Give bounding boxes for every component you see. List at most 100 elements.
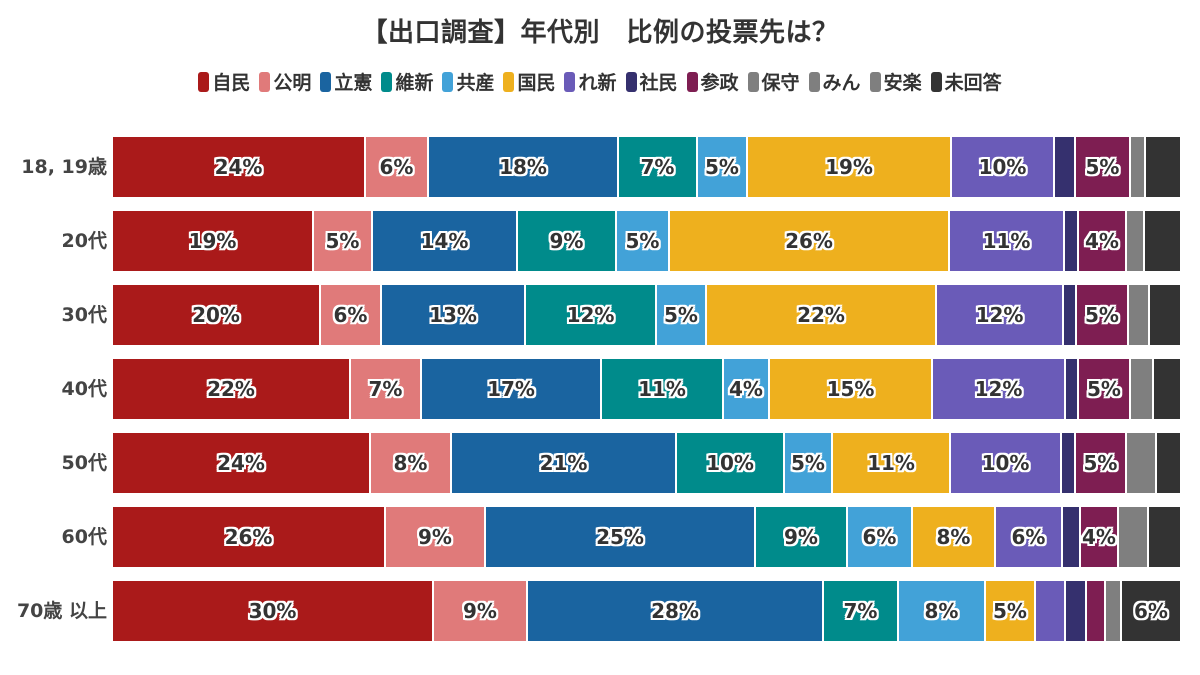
bar-row: 18, 19歳 24% 6% 18% 7% 5% 19% 10% 5% <box>0 137 1200 197</box>
bar-segment-sansei: 5% <box>1076 433 1127 493</box>
segment-value-label: 9% <box>549 229 584 253</box>
legend-swatch-icon <box>869 71 881 92</box>
row-category-label: 30代 <box>61 304 107 326</box>
bar-segment-kokumin: 11% <box>833 433 951 493</box>
bar-segment-kokumin: 15% <box>770 359 933 419</box>
bar-segment-komei: 9% <box>434 581 528 641</box>
legend-label: 保守 <box>761 72 800 94</box>
segment-value-label: 24% <box>214 155 263 179</box>
bar-segment-shamin <box>1066 581 1087 641</box>
bar-row: 50代 24% 8% 21% 10% 5% 11% 10% 5% <box>0 433 1200 493</box>
bar-row: 70歳 以上 30% 9% 28% 7% 8% 5% 6% <box>0 581 1200 641</box>
bar-segment-kyosan: 5% <box>657 285 707 345</box>
row-category-label: 40代 <box>61 378 107 400</box>
bar-segment-hoshu <box>1119 507 1149 567</box>
segment-value-label: 9% <box>784 525 818 549</box>
bar-segment-kyosan: 5% <box>617 211 670 271</box>
bar-segment-komei: 8% <box>371 433 452 493</box>
bar-segment-kyosan: 4% <box>724 359 770 419</box>
bar-row: 30代 20% 6% 13% 12% 5% 22% 12% 5% <box>0 285 1200 345</box>
bar-segment-jimin: 22% <box>113 359 351 419</box>
bar-segment-rikken: 13% <box>382 285 526 345</box>
legend-item-rikken: 立憲 <box>320 68 372 95</box>
legend-swatch-icon <box>320 71 332 92</box>
bar-segment-komei: 9% <box>386 507 486 567</box>
bar-segment-ishin: 7% <box>824 581 899 641</box>
legend-item-kyosan: 共産 <box>442 68 494 95</box>
bar-segment-jimin: 19% <box>113 211 314 271</box>
bar-segment-minna <box>1149 507 1180 567</box>
bar-segment-sansei: 4% <box>1081 507 1119 567</box>
bar-segment-shamin <box>1066 359 1079 419</box>
segment-value-label: 18% <box>499 155 547 179</box>
bar-segment-reiwa: 10% <box>951 433 1062 493</box>
legend-item-reiwa: れ新 <box>564 68 617 95</box>
bar-segment-kyosan: 8% <box>899 581 986 641</box>
legend-item-komei: 公明 <box>259 68 311 95</box>
legend-swatch-icon <box>503 71 515 92</box>
bar-row: 60代 26% 9% 25% 9% 6% 8% 6% 4% <box>0 507 1200 567</box>
bar-segment-jimin: 20% <box>113 285 321 345</box>
bar-segment-sansei: 4% <box>1079 211 1127 271</box>
stacked-bar: 20% 6% 13% 12% 5% 22% 12% 5% <box>113 285 1180 345</box>
legend-item-kokumin: 国民 <box>503 68 555 95</box>
legend-item-sansei: 参政 <box>686 68 739 95</box>
bar-segment-kokumin: 26% <box>670 211 950 271</box>
segment-value-label: 7% <box>640 155 675 179</box>
legend-swatch-icon <box>930 71 942 92</box>
bar-segment-rikken: 18% <box>429 137 619 197</box>
segment-value-label: 4% <box>1082 525 1116 549</box>
segment-value-label: 6% <box>1134 599 1168 623</box>
row-category-label: 60代 <box>61 526 107 548</box>
bar-segment-hoshu <box>1106 581 1122 641</box>
row-category-label: 50代 <box>61 452 107 474</box>
bar-segment-jimin: 26% <box>113 507 386 567</box>
segment-value-label: 5% <box>664 303 698 327</box>
bar-row: 20代 19% 5% 14% 9% 5% 26% 11% 4% <box>0 211 1200 271</box>
segment-value-label: 19% <box>188 229 237 253</box>
bar-segment-jimin: 24% <box>113 433 371 493</box>
bar-segment-ishin: 12% <box>526 285 657 345</box>
segment-value-label: 5% <box>993 599 1027 623</box>
legend-swatch-icon <box>259 71 271 92</box>
segment-value-label: 5% <box>1087 377 1121 401</box>
bar-segment-hoshu <box>1131 359 1154 419</box>
bar-segment-sansei: 5% <box>1077 285 1129 345</box>
bar-segment-minna: 6% <box>1122 581 1180 641</box>
legend-label: れ新 <box>578 72 617 94</box>
segment-value-label: 5% <box>1085 303 1119 327</box>
segment-value-label: 20% <box>192 303 240 327</box>
bar-segment-ishin: 7% <box>619 137 698 197</box>
segment-value-label: 26% <box>224 525 273 549</box>
legend-label: 自民 <box>212 72 251 94</box>
segment-value-label: 8% <box>936 525 971 549</box>
segment-value-label: 6% <box>379 155 414 179</box>
bar-segment-reiwa <box>1036 581 1066 641</box>
legend-swatch-icon <box>625 71 637 92</box>
segment-value-label: 8% <box>924 599 959 623</box>
bar-segment-ishin: 9% <box>518 211 617 271</box>
segment-value-label: 30% <box>248 599 297 623</box>
segment-value-label: 6% <box>862 525 897 549</box>
legend-swatch-icon <box>198 71 210 92</box>
bar-segment-rikken: 14% <box>373 211 518 271</box>
bar-segment-sansei <box>1087 581 1106 641</box>
row-category-label: 20代 <box>61 230 107 252</box>
segment-value-label: 15% <box>826 377 875 401</box>
segment-value-label: 14% <box>420 229 469 253</box>
segment-value-label: 5% <box>705 155 739 179</box>
segment-value-label: 5% <box>1083 451 1118 475</box>
segment-value-label: 12% <box>975 303 1024 327</box>
bar-segment-kyosan: 6% <box>848 507 913 567</box>
legend-item-mikaito: 未回答 <box>930 68 1002 95</box>
bar-segment-minna <box>1157 433 1180 493</box>
legend-item-minna: みん <box>808 68 861 95</box>
stacked-bar: 24% 6% 18% 7% 5% 19% 10% 5% <box>113 137 1180 197</box>
segment-value-label: 6% <box>333 303 368 327</box>
bar-segment-rikken: 25% <box>486 507 756 567</box>
bar-segment-komei: 5% <box>314 211 373 271</box>
segment-value-label: 10% <box>706 451 754 475</box>
bar-segment-komei: 7% <box>351 359 422 419</box>
segment-value-label: 19% <box>825 155 873 179</box>
row-category-label: 70歳 以上 <box>16 600 107 622</box>
